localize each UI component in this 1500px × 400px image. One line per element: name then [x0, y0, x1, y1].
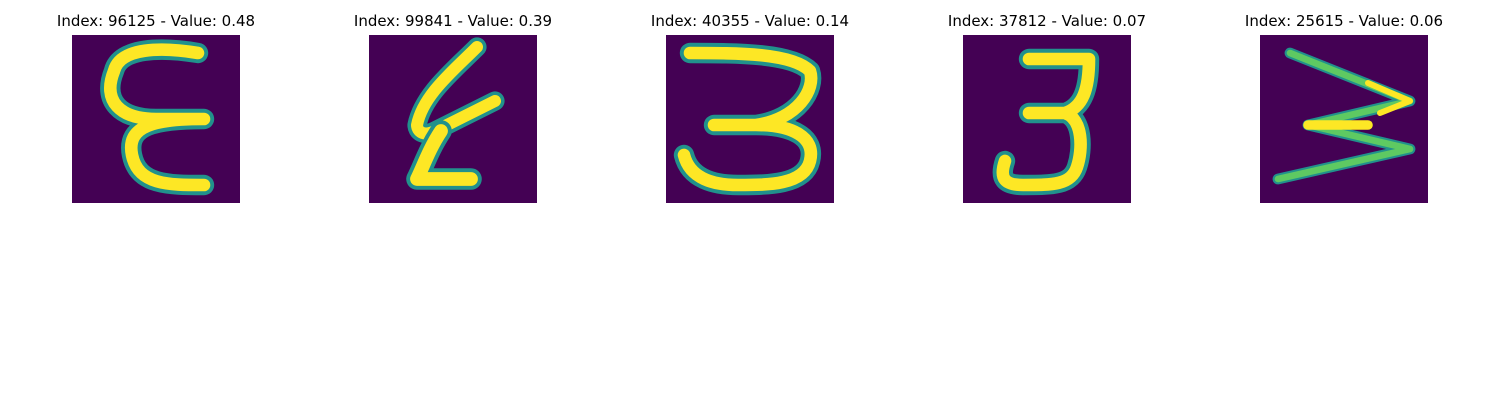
panel-title: Index: 40355 - Value: 0.14 [650, 12, 850, 30]
panel-2: Index: 99841 - Value: 0.39 [303, 0, 603, 210]
panel-3: Index: 40355 - Value: 0.14 [600, 0, 900, 210]
digit-image [369, 35, 537, 203]
digit-image [72, 35, 240, 203]
digit-image [963, 35, 1131, 203]
panel-1: Index: 96125 - Value: 0.48 [6, 0, 306, 210]
panel-4: Index: 37812 - Value: 0.07 [897, 0, 1197, 210]
digit-image [666, 35, 834, 203]
panel-title: Index: 99841 - Value: 0.39 [353, 12, 553, 30]
panel-title: Index: 96125 - Value: 0.48 [56, 12, 256, 30]
panel-title: Index: 37812 - Value: 0.07 [947, 12, 1147, 30]
panel-5: Index: 25615 - Value: 0.06 [1194, 0, 1494, 210]
panel-title: Index: 25615 - Value: 0.06 [1244, 12, 1444, 30]
digit-image [1260, 35, 1428, 203]
